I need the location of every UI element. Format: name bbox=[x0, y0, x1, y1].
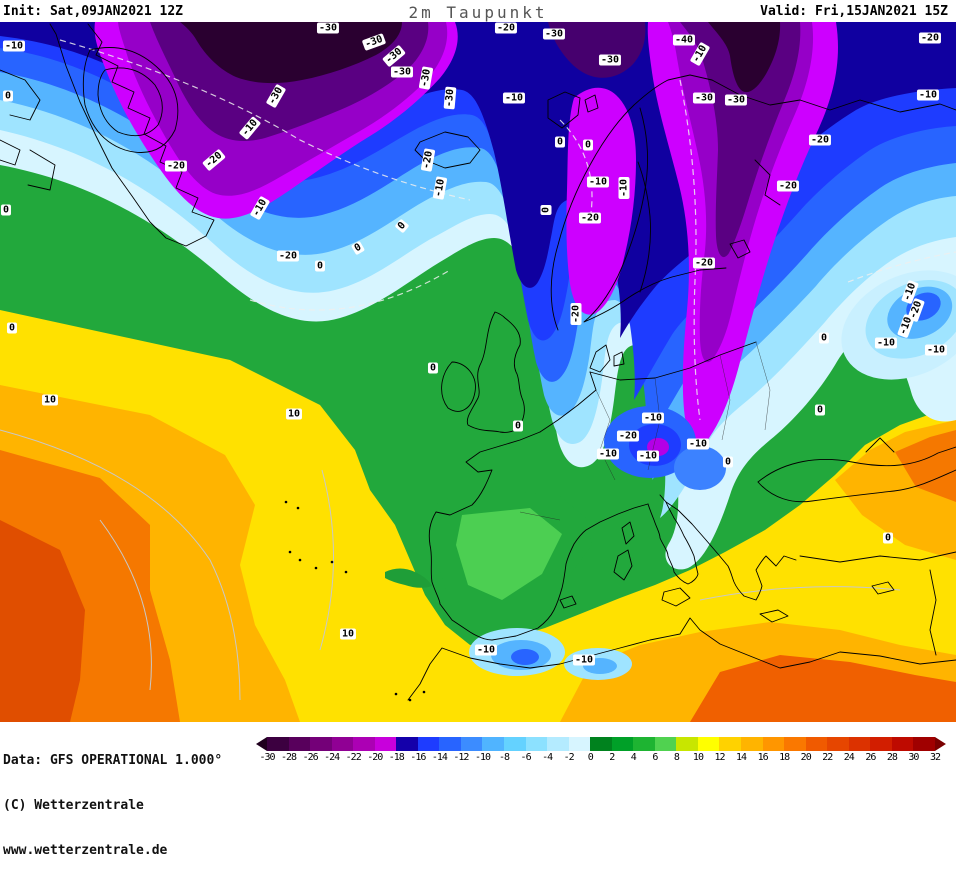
colorbar-cell bbox=[633, 737, 655, 751]
colorbar-tick: 12 bbox=[714, 752, 725, 763]
colorbar-cell bbox=[310, 737, 332, 751]
colorbar-cell bbox=[568, 737, 591, 751]
colorbar-cell bbox=[805, 737, 828, 751]
header-bar: Init: Sat,09JAN2021 12Z 2m Taupunkt Vali… bbox=[0, 0, 956, 22]
copyright-line: (C) Wetterzentrale bbox=[3, 798, 144, 813]
colorbar-cell bbox=[417, 737, 440, 751]
atlantic-green-snake bbox=[385, 568, 432, 588]
colorbar-cell bbox=[525, 737, 548, 751]
weather-map-page: { "header": { "init": "Init: Sat,09JAN20… bbox=[0, 0, 956, 858]
colorbar-cell bbox=[676, 737, 698, 751]
colorbar-tick: -22 bbox=[345, 752, 362, 763]
colorbar-tick: 16 bbox=[757, 752, 769, 763]
colorbar-tick: 6 bbox=[652, 752, 658, 763]
colorbar-cell bbox=[460, 737, 483, 751]
black-northeast bbox=[697, 22, 781, 93]
colorbar-tick: -26 bbox=[302, 752, 319, 763]
colorbar-tick: -4 bbox=[542, 752, 553, 763]
colorbar-cell bbox=[827, 737, 849, 751]
colorbar-tick: -30 bbox=[259, 752, 275, 763]
valid-datetime: Valid: Fri,15JAN2021 15Z bbox=[760, 4, 948, 19]
black-greenland bbox=[180, 22, 402, 84]
med-cold-blob-east-core bbox=[583, 658, 617, 674]
colorbar-cell bbox=[353, 737, 375, 751]
colorbar-tick: 10 bbox=[692, 752, 704, 763]
colorbar-cell bbox=[482, 737, 505, 751]
colorbar-under-arrow bbox=[256, 737, 267, 751]
website-line: www.wetterzentrale.de bbox=[3, 843, 168, 858]
orange-region-darkest bbox=[0, 520, 85, 722]
coastlines bbox=[0, 23, 956, 701]
med-cold-blob-west-core2 bbox=[511, 649, 539, 665]
balkan-cold-magenta bbox=[647, 438, 669, 456]
colorbar-cell bbox=[396, 737, 418, 751]
colorbar-tick: -10 bbox=[474, 752, 491, 763]
colorbar-cell bbox=[913, 737, 935, 751]
page-title: 2m Taupunkt bbox=[408, 3, 548, 22]
map-svg bbox=[0, 22, 956, 722]
dark-top-center bbox=[548, 22, 646, 78]
colorbar-cell bbox=[288, 737, 311, 751]
credits: Data: GFS OPERATIONAL 1.000° (C) Wetterz… bbox=[3, 723, 222, 888]
colorbar-cell bbox=[331, 737, 354, 751]
dashed-contours bbox=[59, 39, 956, 421]
colorbar-tick: -12 bbox=[453, 752, 469, 763]
colorbar-tick: 30 bbox=[908, 752, 919, 763]
colorbar-ticks: -30 -28 -26 -24 -22 -20 -18 -16 -14 -12 -10 -8 -6 -4-… bbox=[256, 751, 946, 763]
colorbar-cell bbox=[504, 737, 526, 751]
colorbar-cell bbox=[590, 737, 612, 751]
colorbar-tick: -18 bbox=[388, 752, 405, 763]
gray-contours bbox=[0, 429, 901, 701]
colorbar-tick: 18 bbox=[779, 752, 790, 763]
colorbar: -30 -28 -26 -24 -22 -20 -18 -16 -14 -12 -10 -8 -6 -4-… bbox=[256, 737, 946, 767]
colorbar-tick: 8 bbox=[673, 752, 680, 763]
colorbar-tick: 28 bbox=[886, 752, 898, 763]
balkan-cold-blue2 bbox=[674, 446, 726, 490]
colorbar-tick: 26 bbox=[865, 752, 876, 763]
colorbar-tick: 24 bbox=[843, 752, 855, 763]
darkpurple-northeast bbox=[680, 22, 801, 258]
colorbar-cell bbox=[611, 737, 634, 751]
colorbar-cell bbox=[547, 737, 569, 751]
init-datetime: Init: Sat,09JAN2021 12Z bbox=[3, 4, 184, 19]
colorbar-cell bbox=[697, 737, 720, 751]
orange-region-africa-core bbox=[690, 655, 956, 722]
colorbar-tick: 32 bbox=[929, 752, 941, 763]
colorbar-tick: -24 bbox=[324, 752, 340, 763]
colorbar-tick: -2 bbox=[563, 752, 575, 763]
colorbar-tick: -28 bbox=[281, 752, 297, 763]
colorbar-cell bbox=[719, 737, 742, 751]
colorbar-cell bbox=[870, 737, 892, 751]
orange-region-east-core bbox=[895, 430, 956, 502]
colorbar-cell bbox=[267, 737, 289, 751]
colorbar-cell bbox=[762, 737, 785, 751]
colorbar-tick: -6 bbox=[520, 752, 532, 763]
iberia-light-green bbox=[456, 508, 562, 600]
colorbar-cell bbox=[654, 737, 677, 751]
colorbar-cell bbox=[784, 737, 806, 751]
colorbar-cell bbox=[439, 737, 461, 751]
data-source-line: Data: GFS OPERATIONAL 1.000° bbox=[3, 753, 223, 768]
island-dots bbox=[284, 500, 426, 702]
colorbar-cell bbox=[374, 737, 397, 751]
colorbar-cell bbox=[848, 737, 871, 751]
colorbar-gradient bbox=[256, 737, 946, 751]
colorbar-tick: 4 bbox=[630, 752, 637, 763]
colorbar-tick: -14 bbox=[431, 752, 448, 763]
colorbar-tick: 0 bbox=[587, 752, 594, 763]
weather-map-canvas bbox=[0, 22, 956, 722]
colorbar-tick: 14 bbox=[736, 752, 747, 763]
colorbar-cell bbox=[741, 737, 763, 751]
colorbar-tick: 20 bbox=[800, 752, 812, 763]
colorbar-tick: -20 bbox=[367, 752, 383, 763]
colorbar-over-arrow bbox=[934, 737, 946, 751]
colorbar-tick: -8 bbox=[499, 752, 510, 763]
colorbar-tick: 2 bbox=[609, 752, 615, 763]
colorbar-tick: -16 bbox=[410, 752, 426, 763]
colorbar-cell bbox=[891, 737, 914, 751]
colorbar-tick: 22 bbox=[822, 752, 833, 763]
